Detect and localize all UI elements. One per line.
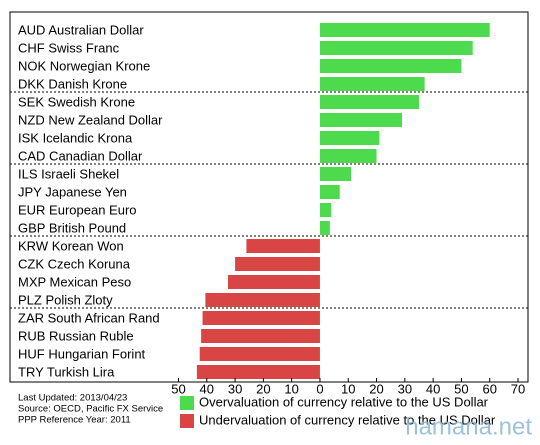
- category-label: GBP British Pound: [18, 220, 126, 235]
- bar: [319, 23, 490, 37]
- category-label: TRY Turkish Lira: [18, 364, 115, 379]
- bar: [319, 95, 419, 109]
- category-label: CZK Czech Koruna: [18, 256, 131, 271]
- watermark: hamana.net: [405, 413, 532, 440]
- x-tick-label: 20: [369, 381, 383, 396]
- x-tick-label: 40: [200, 381, 214, 396]
- category-label: RUB Russian Ruble: [18, 328, 134, 343]
- x-tick-label: 10: [284, 381, 298, 396]
- category-label: MXP Mexican Peso: [18, 274, 131, 289]
- bar: [319, 77, 425, 91]
- x-tick-label: 70: [511, 381, 525, 396]
- category-label: NOK Norwegian Krone: [18, 58, 150, 73]
- bar: [319, 131, 380, 145]
- bar: [319, 221, 330, 235]
- category-label: ZAR South African Rand: [18, 310, 160, 325]
- x-tick-label: 20: [256, 381, 270, 396]
- footnote: Source: OECD, Pacific FX Service: [18, 404, 163, 415]
- x-tick-label: 40: [426, 381, 440, 396]
- bar: [246, 239, 320, 253]
- bar: [202, 311, 320, 325]
- x-tick-label: 30: [228, 381, 242, 396]
- x-tick-label: 0: [316, 381, 323, 396]
- bar: [319, 149, 377, 163]
- bar: [205, 293, 320, 307]
- bar: [319, 185, 340, 199]
- bar: [319, 113, 403, 127]
- category-label: JPY Japanese Yen: [18, 184, 127, 199]
- legend-label: Overvaluation of currency relative to th…: [199, 394, 489, 409]
- bar: [319, 167, 352, 181]
- bar: [319, 41, 473, 55]
- x-tick-label: 30: [398, 381, 412, 396]
- legend-label: Undervaluation of currency relative to t…: [199, 412, 496, 427]
- footnote: PPP Reference Year: 2011: [18, 415, 131, 426]
- category-label: ISK Icelandic Krona: [18, 130, 133, 145]
- x-tick-label: 60: [482, 381, 496, 396]
- bar: [319, 59, 462, 73]
- category-label: NZD New Zealand Dollar: [18, 112, 163, 127]
- category-label: KRW Korean Won: [18, 238, 124, 253]
- x-tick-label: 50: [454, 381, 468, 396]
- category-label: CHF Swiss Franc: [18, 40, 120, 55]
- category-label: SEK Swedish Krone: [18, 94, 135, 109]
- category-label: EUR European Euro: [18, 202, 137, 217]
- category-label: HUF Hungarian Forint: [18, 346, 146, 361]
- category-label: ILS Israeli Shekel: [18, 166, 119, 181]
- category-label: CAD Canadian Dollar: [18, 148, 143, 163]
- bar: [319, 203, 332, 217]
- footnote: Last Updated: 2013/04/23: [18, 393, 127, 404]
- x-tick-label: 50: [171, 381, 185, 396]
- bar: [228, 275, 320, 289]
- category-label: AUD Australian Dollar: [18, 22, 144, 37]
- bar: [196, 365, 320, 379]
- x-tick-label: 10: [341, 381, 355, 396]
- bar: [199, 347, 320, 361]
- legend-swatch: [180, 414, 194, 428]
- category-label: DKK Danish Krone: [18, 76, 127, 91]
- category-label: PLZ Polish Zloty: [18, 292, 113, 307]
- plot-frame: [9, 11, 529, 383]
- bar: [201, 329, 320, 343]
- bar: [235, 257, 320, 271]
- legend-swatch: [180, 396, 194, 410]
